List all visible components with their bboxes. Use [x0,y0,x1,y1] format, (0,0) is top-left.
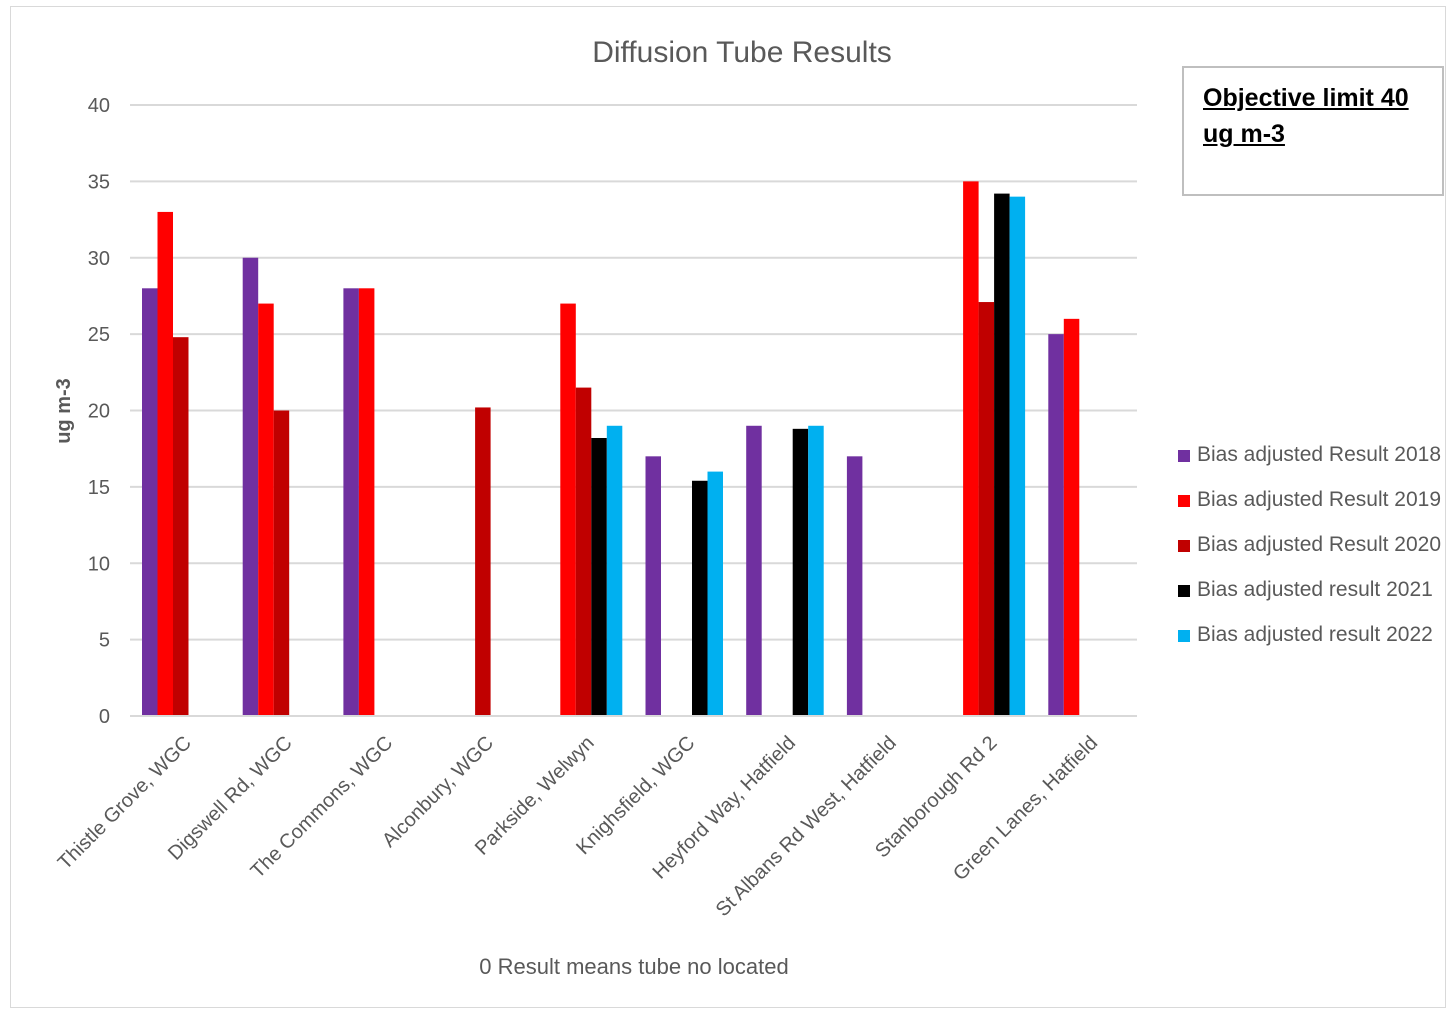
y-tick-label: 30 [88,248,110,270]
bar [746,425,762,716]
bars [142,181,1080,717]
bar [1048,334,1064,716]
bar [792,428,809,716]
y-tick-labels: 0 5 10 15 20 25 30 35 40 [88,95,110,728]
bar [1063,318,1080,716]
bar [475,407,491,716]
bar [591,437,607,716]
objective-limit-box: Objective limit 40 ug m-3 [1182,66,1444,196]
bar [358,288,375,716]
y-tick-label: 15 [88,477,110,499]
bar [994,193,1010,717]
legend-label: Bias adjusted Result 2018 [1197,443,1441,466]
y-tick-label: 25 [88,324,110,346]
bar [645,456,661,716]
legend-item: Bias adjusted result 2022 [1178,620,1441,665]
x-category-label: St Albans Rd West, Hatfield [712,732,901,921]
bar [343,288,359,716]
legend-swatch [1178,495,1190,507]
legend-swatch [1178,630,1190,642]
legend-item: Bias adjusted Result 2018 [1178,440,1441,485]
legend-item: Bias adjusted Result 2019 [1178,485,1441,530]
objective-limit-text: Objective limit 40 ug m-3 [1203,84,1409,148]
bar [692,480,708,716]
bar [273,410,290,716]
legend-label: Bias adjusted Result 2019 [1197,488,1441,511]
legend-swatch [1178,450,1190,462]
bar [808,425,824,716]
bar [978,302,995,716]
bar [258,303,274,716]
y-tick-label: 0 [99,706,110,728]
bar [242,257,259,716]
legend-item: Bias adjusted result 2021 [1178,575,1441,620]
y-tick-label: 20 [88,401,110,423]
legend: Bias adjusted Result 2018 Bias adjusted R… [1178,440,1441,665]
y-tick-label: 40 [88,95,110,117]
bar [157,211,173,717]
bar [575,387,592,716]
legend-label: Bias adjusted result 2021 [1197,578,1433,601]
bar [173,337,189,716]
y-tick-label: 5 [99,630,110,652]
y-axis-title: ug m-3 [53,378,75,444]
y-tick-label: 10 [88,553,110,575]
legend-swatch [1178,585,1190,597]
legend-label: Bias adjusted result 2022 [1197,623,1433,646]
bar [963,181,979,716]
legend-label: Bias adjusted Result 2020 [1197,533,1441,556]
bar [1009,196,1026,716]
bar [606,425,623,716]
legend-swatch [1178,540,1190,552]
x-axis-title: 0 Result means tube no located [479,954,788,979]
chart-frame [10,6,1446,1008]
bar [142,288,158,716]
y-tick-label: 35 [88,171,110,193]
chart-title: Diffusion Tube Results [592,36,892,69]
bar [560,303,576,716]
bar [707,471,723,716]
legend-item: Bias adjusted Result 2020 [1178,530,1441,575]
bar [846,456,863,716]
